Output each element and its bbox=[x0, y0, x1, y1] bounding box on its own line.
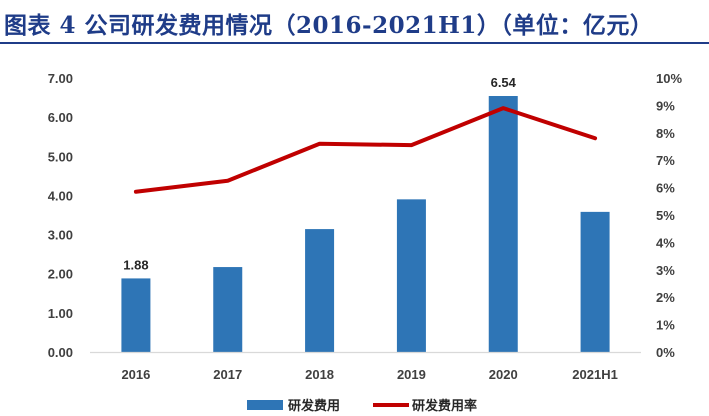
data-label: 1.88 bbox=[123, 257, 148, 272]
y-left-tick-label: 2.00 bbox=[48, 267, 73, 282]
data-label: 6.54 bbox=[491, 75, 517, 90]
y-right-tick-label: 9% bbox=[656, 98, 675, 113]
y-left-tick-label: 3.00 bbox=[48, 228, 73, 243]
y-right-tick-label: 7% bbox=[656, 153, 675, 168]
bar bbox=[488, 96, 518, 353]
legend-label-line: 研发费用率 bbox=[412, 398, 477, 414]
x-tick-label: 2019 bbox=[397, 367, 426, 382]
title-bar: 图表 4 公司研发费用情况（2016-2021H1）（单位：亿元） bbox=[0, 0, 709, 44]
rate-line bbox=[133, 106, 598, 194]
x-tick-label: 2017 bbox=[213, 367, 242, 382]
legend-swatch-bar bbox=[247, 400, 283, 410]
bar bbox=[121, 278, 151, 352]
y-right-tick-label: 2% bbox=[656, 290, 675, 305]
title-underline bbox=[0, 42, 709, 44]
chart-title: 图表 4 公司研发费用情况（2016-2021H1）（单位：亿元） bbox=[4, 12, 654, 39]
y-right-tick-label: 1% bbox=[656, 318, 675, 333]
legend-label-bar: 研发费用 bbox=[288, 398, 340, 414]
y-right-tick-label: 6% bbox=[656, 181, 675, 196]
x-tick-label: 2021H1 bbox=[572, 367, 618, 382]
y-left-tick-label: 0.00 bbox=[48, 345, 73, 360]
y-left-tick-label: 7.00 bbox=[48, 71, 73, 86]
y-left-tick-label: 6.00 bbox=[48, 110, 73, 125]
y-right-tick-label: 5% bbox=[656, 208, 675, 223]
y-right-tick-label: 8% bbox=[656, 126, 675, 141]
y-right-tick-label: 0% bbox=[656, 345, 675, 360]
y-left-tick-label: 4.00 bbox=[48, 188, 73, 203]
bar bbox=[396, 199, 426, 352]
y-right-tick-label: 10% bbox=[656, 71, 682, 86]
x-tick-label: 2020 bbox=[489, 367, 518, 382]
x-tick-label: 2016 bbox=[121, 367, 150, 382]
bar bbox=[580, 211, 610, 352]
y-left-tick-label: 1.00 bbox=[48, 306, 73, 321]
y-right-tick-label: 4% bbox=[656, 235, 675, 250]
y-left-tick-label: 5.00 bbox=[48, 149, 73, 164]
y-right-tick-label: 3% bbox=[656, 263, 675, 278]
x-tick-label: 2018 bbox=[305, 367, 334, 382]
bar bbox=[305, 229, 335, 352]
bar bbox=[213, 267, 243, 352]
